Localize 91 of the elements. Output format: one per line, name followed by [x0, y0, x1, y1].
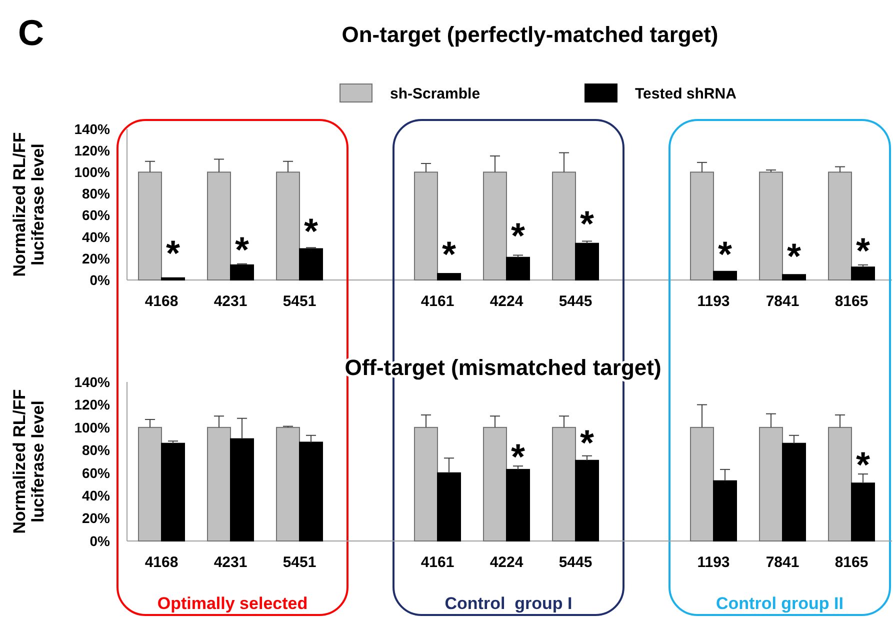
annotation: *: [510, 436, 526, 477]
text: C: [18, 12, 44, 53]
annotation: *: [304, 210, 318, 252]
bar: [483, 172, 507, 280]
annotation: *: [856, 444, 870, 485]
x-tick-label: 8165: [834, 554, 868, 571]
y-tick-label: 80%: [82, 442, 111, 458]
bar: [230, 438, 254, 542]
bar: [276, 426, 300, 542]
x-tick-label: 8165: [834, 293, 868, 310]
bar: [782, 442, 806, 542]
y-tick-label: 60%: [82, 464, 111, 481]
x-tick-label: 7841: [766, 554, 800, 571]
y-tick-label: 140%: [74, 374, 111, 390]
x-tick-label: 4168: [144, 554, 178, 571]
y-tick-label: 120%: [74, 396, 111, 413]
x-tick-label: 4231: [214, 293, 248, 310]
bar: [414, 426, 438, 542]
legend-label: Tested shRNA: [635, 85, 737, 102]
bar: [713, 270, 737, 280]
y-tick-label: 80%: [82, 186, 111, 202]
x-tick-label: 4168: [144, 293, 178, 310]
text: Control group II: [716, 594, 844, 613]
bar: [851, 266, 875, 280]
y-tick-label: 120%: [74, 142, 111, 158]
x-tick-label: 4161: [420, 554, 454, 571]
y-tick-label: 40%: [82, 487, 111, 504]
x-tick-label: 1193: [697, 293, 730, 310]
x-tick-label: 5445: [558, 554, 592, 571]
y-tick-label: 140%: [74, 120, 111, 137]
y-tick-label: 100%: [74, 164, 111, 180]
bar: [552, 172, 576, 280]
bar: [207, 172, 231, 280]
x-tick-label: 4231: [214, 554, 248, 571]
bar: [828, 426, 852, 542]
bar: [828, 172, 852, 280]
text: Control group I: [444, 594, 572, 613]
bar: [414, 172, 438, 280]
bar: [230, 264, 254, 280]
annotation: *: [856, 230, 870, 272]
annotation: *: [442, 233, 456, 274]
y-tick-label: 0%: [90, 272, 111, 288]
bar: [759, 172, 783, 280]
bar: [483, 426, 507, 542]
legend-label: sh-Scramble: [390, 85, 480, 102]
y-tick-label: 20%: [82, 510, 111, 526]
x-tick-label: 1193: [697, 554, 730, 571]
y-tick-label: 100%: [74, 419, 111, 436]
x-tick-label: 4161: [420, 293, 454, 310]
bar: [575, 460, 599, 542]
bar: [690, 426, 714, 542]
bar: [437, 273, 461, 280]
annotation: *: [166, 232, 180, 274]
x-tick-label: 4224: [490, 554, 524, 571]
x-tick-label: 4224: [490, 293, 524, 310]
bar: [161, 442, 185, 542]
bar: [207, 426, 231, 542]
annotation: *: [786, 236, 802, 277]
bar: [713, 480, 737, 542]
bar: [690, 172, 714, 280]
annotation: *: [718, 233, 732, 274]
y-axis-title: Normalized RL/FF luciferase level: [10, 389, 48, 534]
bar: [437, 472, 461, 542]
y-tick-label: 60%: [82, 207, 111, 224]
bar: [299, 248, 323, 280]
bar: [138, 426, 162, 542]
chart-title: On-target (perfectly-matched target): [342, 22, 718, 47]
bar: [506, 256, 530, 280]
x-tick-label: 5445: [558, 293, 592, 310]
y-tick-label: 20%: [82, 250, 111, 266]
x-tick-label: 5451: [282, 293, 316, 310]
x-tick-label: 7841: [766, 293, 800, 310]
bar: [299, 442, 323, 542]
annotation: *: [234, 229, 250, 270]
bar: [575, 242, 599, 280]
annotation: *: [510, 215, 526, 256]
x-tick-label: 5451: [282, 554, 316, 571]
bar: [552, 426, 576, 542]
text: Optimally selected: [157, 594, 308, 613]
y-tick-label: 40%: [82, 228, 111, 245]
bar: [138, 172, 162, 280]
bar: [851, 482, 875, 542]
y-axis-title: Normalized RL/FF luciferase level: [10, 132, 48, 277]
annotation: *: [580, 203, 594, 244]
bar: [782, 274, 806, 280]
y-tick-label: 0%: [90, 532, 111, 549]
bar: [759, 426, 783, 542]
bar: [161, 277, 185, 280]
bar: [506, 468, 530, 542]
bar: [276, 172, 300, 280]
annotation: *: [580, 422, 594, 464]
